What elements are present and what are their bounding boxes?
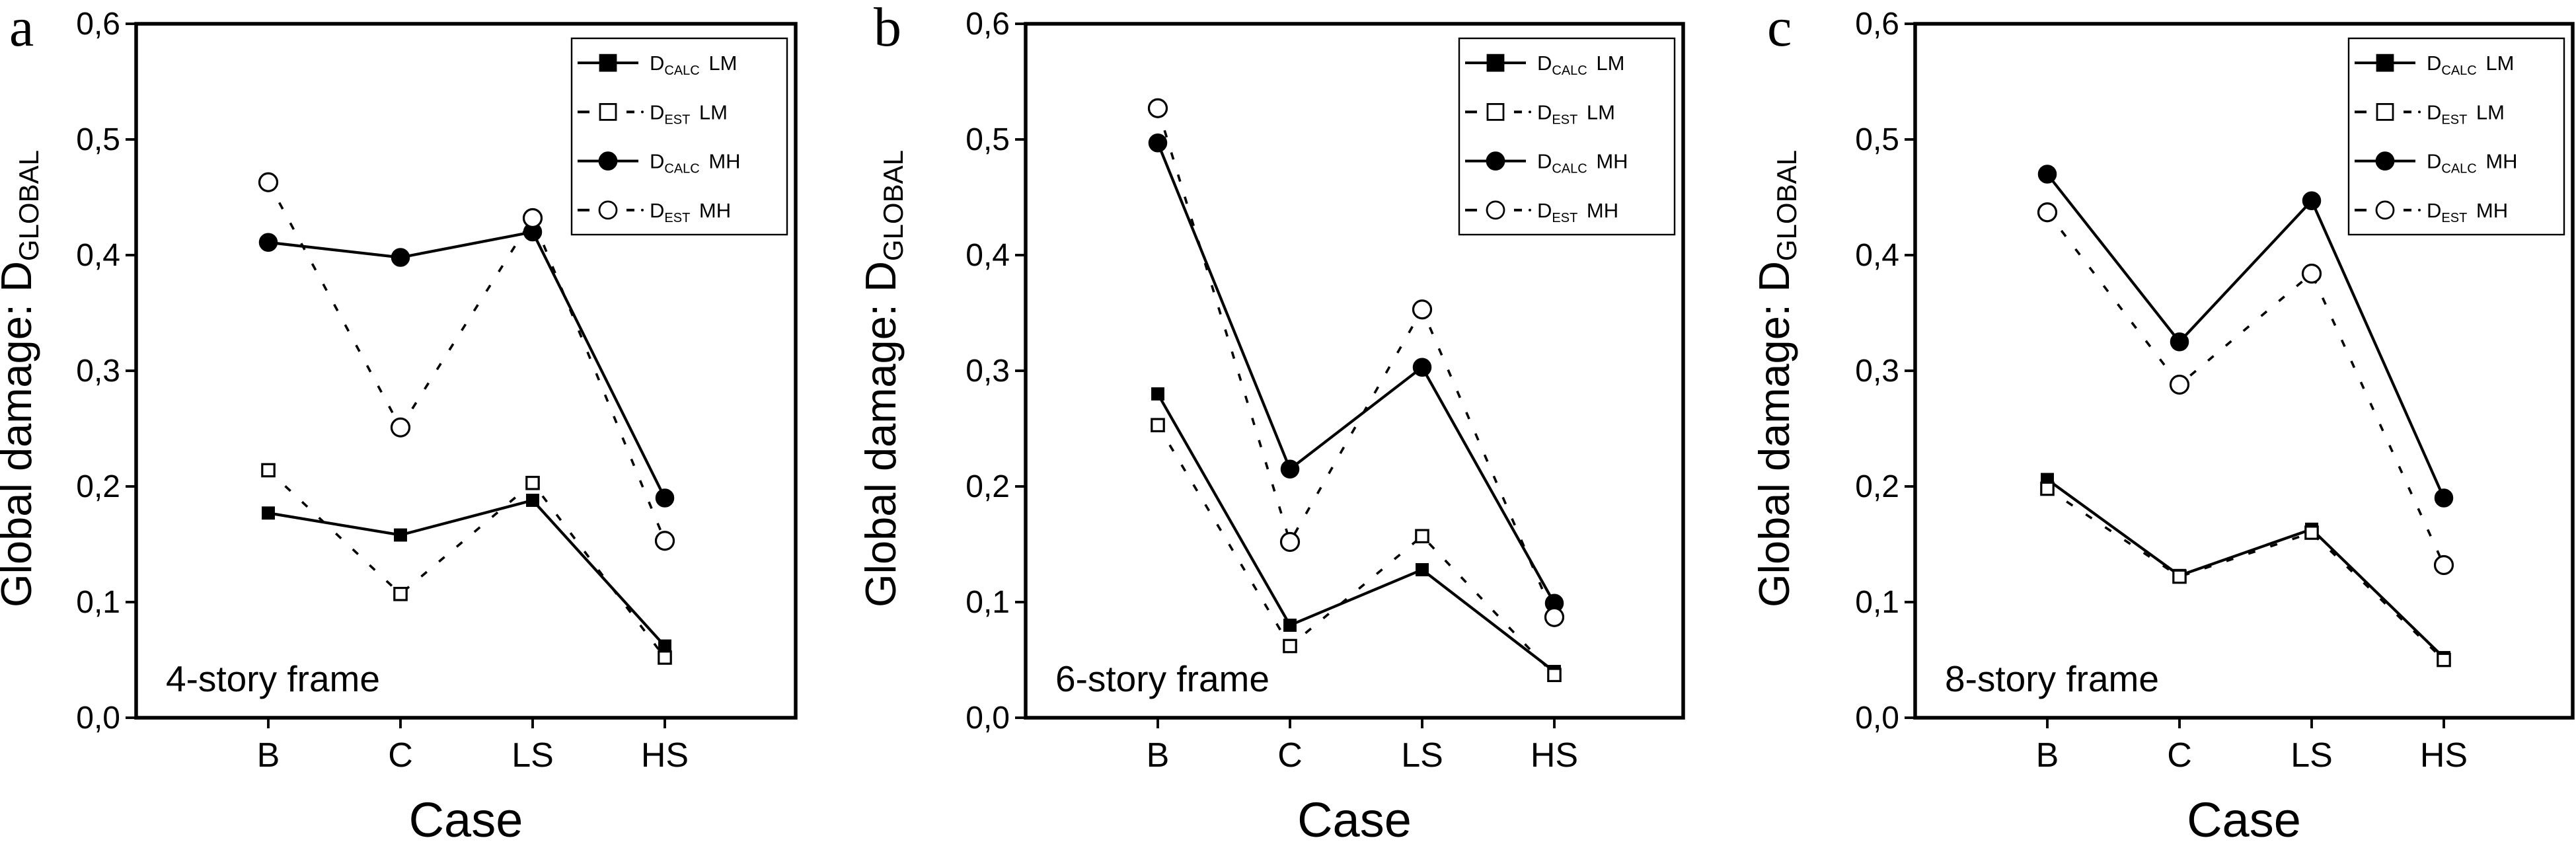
svg-text:6-story frame: 6-story frame (1055, 658, 1269, 699)
svg-text:0,1: 0,1 (966, 585, 1010, 620)
svg-text:B: B (1147, 736, 1170, 775)
svg-text:0,2: 0,2 (1855, 469, 1899, 504)
svg-text:C: C (388, 736, 413, 775)
svg-text:a: a (9, 0, 34, 58)
svg-text:0,2: 0,2 (76, 469, 120, 504)
svg-text:0,4: 0,4 (966, 238, 1010, 273)
svg-text:C: C (1277, 736, 1303, 775)
svg-text:c: c (1767, 0, 1792, 58)
svg-text:4-story frame: 4-story frame (166, 658, 380, 699)
svg-text:0,0: 0,0 (966, 701, 1010, 736)
svg-text:Case: Case (409, 792, 523, 839)
svg-text:0,3: 0,3 (966, 354, 1010, 389)
svg-text:HS: HS (2420, 736, 2468, 775)
svg-text:0,3: 0,3 (1855, 354, 1899, 389)
svg-text:0,1: 0,1 (76, 585, 120, 620)
svg-text:B: B (2036, 736, 2059, 775)
svg-text:0,5: 0,5 (1855, 122, 1899, 157)
svg-text:0,4: 0,4 (1855, 238, 1899, 273)
svg-text:0,5: 0,5 (76, 122, 120, 157)
svg-text:C: C (2167, 736, 2192, 775)
svg-text:LS: LS (2291, 736, 2333, 775)
svg-text:0,6: 0,6 (966, 7, 1010, 42)
svg-text:HS: HS (1531, 736, 1578, 775)
svg-text:0,5: 0,5 (966, 122, 1010, 157)
svg-text:0,4: 0,4 (76, 238, 120, 273)
svg-text:0,3: 0,3 (76, 354, 120, 389)
svg-text:LS: LS (1401, 736, 1443, 775)
svg-text:HS: HS (641, 736, 689, 775)
svg-text:0,0: 0,0 (76, 701, 120, 736)
svg-text:LS: LS (511, 736, 554, 775)
svg-text:0,2: 0,2 (966, 469, 1010, 504)
svg-text:0,6: 0,6 (76, 7, 120, 42)
svg-text:0,6: 0,6 (1855, 7, 1899, 42)
svg-text:Case: Case (2187, 792, 2301, 839)
svg-text:Case: Case (1297, 792, 1412, 839)
svg-text:0,0: 0,0 (1855, 701, 1899, 736)
svg-text:8-story frame: 8-story frame (1945, 658, 2159, 699)
svg-text:0,1: 0,1 (1855, 585, 1899, 620)
svg-text:B: B (257, 736, 280, 775)
svg-text:b: b (874, 0, 901, 58)
